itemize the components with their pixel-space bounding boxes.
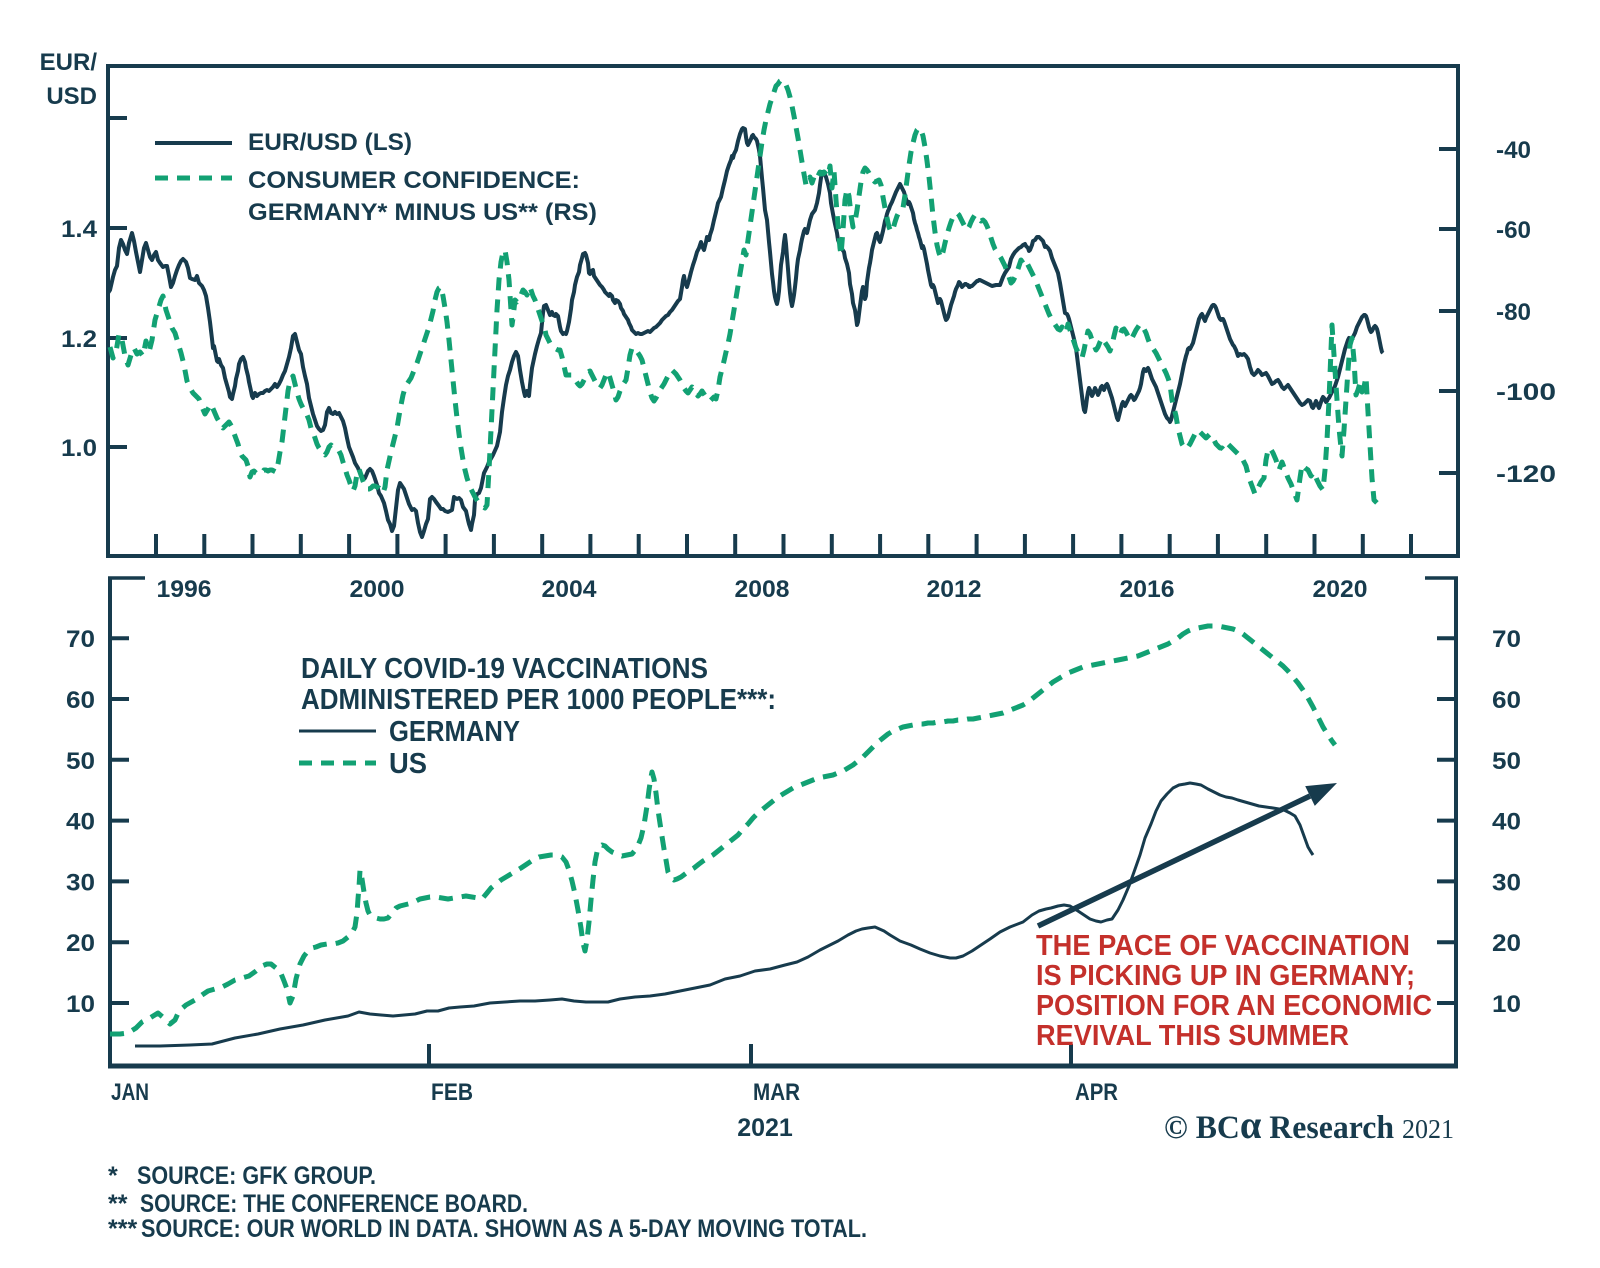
svg-text:JAN: JAN (111, 1079, 149, 1106)
svg-text:20: 20 (66, 930, 95, 957)
svg-text:70: 70 (1492, 626, 1521, 653)
svg-text:ADMINISTERED PER 1000 PEOPLE**: ADMINISTERED PER 1000 PEOPLE***: (301, 684, 776, 716)
svg-text:1.0: 1.0 (61, 435, 97, 462)
svg-text:50: 50 (66, 748, 95, 775)
svg-text:2004: 2004 (542, 576, 598, 603)
svg-text:40: 40 (66, 809, 95, 836)
svg-text:DAILY COVID-19 VACCINATIONS: DAILY COVID-19 VACCINATIONS (301, 653, 708, 685)
svg-text:USD: USD (46, 83, 97, 110)
svg-text:IS PICKING UP IN GERMANY;: IS PICKING UP IN GERMANY; (1036, 960, 1415, 992)
svg-text:30: 30 (66, 869, 95, 896)
svg-text:40: 40 (1492, 809, 1521, 836)
svg-text:60: 60 (1492, 687, 1521, 714)
svg-text:2021: 2021 (737, 1114, 793, 1142)
svg-text:MAR: MAR (753, 1079, 800, 1106)
svg-text:-80: -80 (1496, 299, 1531, 326)
svg-text:2016: 2016 (1120, 576, 1175, 603)
svg-text:2020: 2020 (1313, 576, 1368, 603)
svg-text:SOURCE: THE CONFERENCE BOARD.: SOURCE: THE CONFERENCE BOARD. (140, 1190, 528, 1218)
svg-text:30: 30 (1492, 869, 1521, 896)
svg-text:-40: -40 (1496, 137, 1531, 164)
svg-text:EUR/USD (LS): EUR/USD (LS) (248, 129, 412, 156)
svg-text:70: 70 (66, 626, 95, 653)
svg-text:***: *** (108, 1215, 137, 1243)
svg-text:APR: APR (1075, 1079, 1118, 1106)
svg-text:GERMANY* MINUS US** (RS): GERMANY* MINUS US** (RS) (248, 199, 597, 226)
svg-text:SOURCE: OUR WORLD IN DATA. SHO: SOURCE: OUR WORLD IN DATA. SHOWN AS A 5-… (141, 1215, 867, 1243)
svg-text:2012: 2012 (927, 576, 982, 603)
svg-text:FEB: FEB (431, 1079, 473, 1106)
svg-text:50: 50 (1492, 748, 1521, 775)
svg-text:THE PACE OF VACCINATION: THE PACE OF VACCINATION (1036, 930, 1410, 962)
svg-text:SOURCE: GFK GROUP.: SOURCE: GFK GROUP. (137, 1162, 376, 1190)
svg-text:CONSUMER CONFIDENCE:: CONSUMER CONFIDENCE: (248, 167, 580, 194)
svg-text:EUR/: EUR/ (40, 49, 98, 76)
svg-text:2000: 2000 (350, 576, 405, 603)
svg-text:60: 60 (66, 687, 95, 714)
svg-text:REVIVAL THIS SUMMER: REVIVAL THIS SUMMER (1036, 1020, 1349, 1052)
svg-text:**: ** (108, 1190, 128, 1218)
svg-text:10: 10 (1492, 991, 1521, 1018)
svg-text:US: US (389, 748, 427, 780)
svg-text:2008: 2008 (735, 576, 790, 603)
svg-text:-100: -100 (1496, 379, 1556, 406)
svg-text:1.4: 1.4 (61, 216, 98, 243)
svg-text:20: 20 (1492, 930, 1521, 957)
svg-text:-120: -120 (1496, 461, 1556, 488)
svg-text:1.2: 1.2 (61, 326, 97, 353)
svg-text:1996: 1996 (157, 576, 212, 603)
svg-text:POSITION FOR AN ECONOMIC: POSITION FOR AN ECONOMIC (1036, 990, 1432, 1022)
svg-text:-60: -60 (1496, 217, 1531, 244)
svg-text:GERMANY: GERMANY (389, 716, 520, 748)
svg-text:10: 10 (66, 991, 95, 1018)
svg-text:*: * (108, 1162, 118, 1190)
